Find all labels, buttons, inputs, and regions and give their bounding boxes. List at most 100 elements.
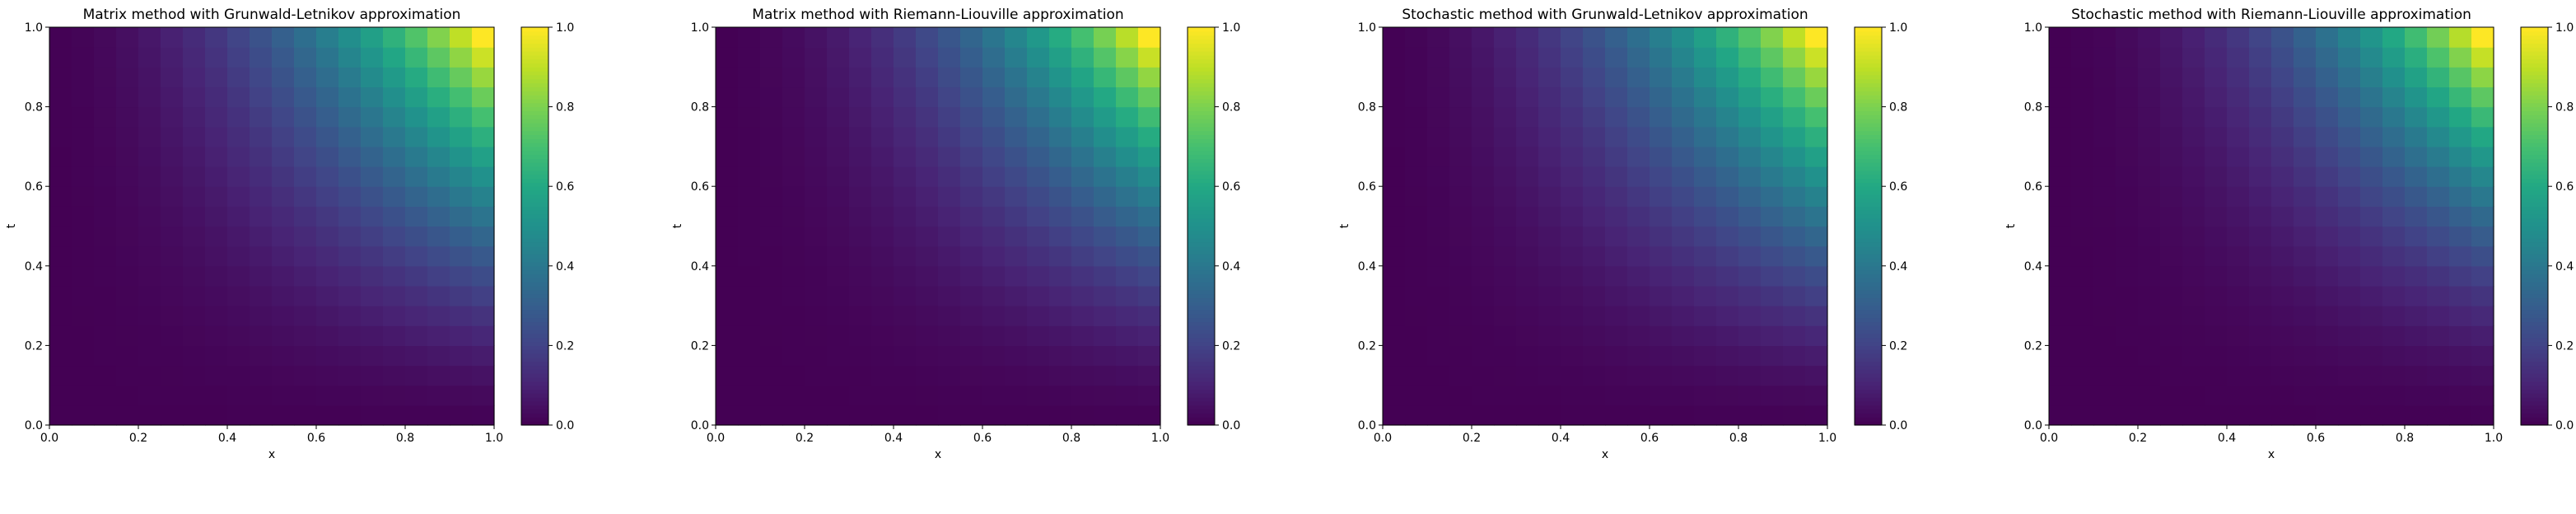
heatmap-cell (827, 106, 850, 128)
heatmap-cell (49, 166, 72, 187)
heatmap-cell (849, 385, 872, 406)
heatmap-cell (250, 404, 273, 426)
heatmap-cell (2138, 306, 2161, 326)
heatmap-cell (205, 325, 228, 346)
heatmap-cell (2249, 325, 2272, 346)
heatmap-cell (1138, 306, 1161, 326)
heatmap-cell (1405, 325, 1428, 346)
colorbar-segment (1188, 226, 1215, 231)
heatmap-cell (894, 166, 917, 187)
heatmap-cell (1005, 325, 1028, 346)
heatmap-cell (138, 206, 161, 227)
heatmap-cell (2116, 245, 2139, 267)
heatmap-cell (1783, 345, 1806, 367)
heatmap-cell (2093, 166, 2116, 187)
heatmap-cell (1494, 166, 1517, 187)
heatmap-cell (2227, 126, 2250, 147)
heatmap-cell (72, 245, 95, 267)
heatmap-cell (1783, 385, 1806, 406)
heatmap-cell (894, 285, 917, 306)
colorbar-segment (1188, 190, 1215, 195)
colorbar-segment (1188, 54, 1215, 60)
heatmap-cell (1605, 404, 1628, 426)
heatmap-cell (2160, 365, 2183, 386)
heatmap-cell (2449, 345, 2472, 367)
colorbar-segment (1855, 210, 1882, 215)
heatmap-cell (1805, 146, 1828, 167)
colorbar-segment (2521, 258, 2548, 263)
heatmap-cell (716, 186, 739, 207)
heatmap-cell (1049, 27, 1072, 48)
heatmap-cell (361, 385, 384, 406)
heatmap-cell (1383, 404, 1406, 426)
heatmap-cell (1383, 47, 1406, 68)
heatmap-cell (1738, 27, 1762, 48)
colorbar-segment (2521, 285, 2548, 291)
heatmap-cell (1583, 385, 1606, 406)
heatmap-cell (2093, 385, 2116, 406)
colorbar-segment (1855, 345, 1882, 350)
y-tick-label: 1.0 (25, 21, 43, 35)
heatmap-cell (760, 306, 783, 326)
colorbar-segment (1188, 317, 1215, 323)
heatmap-cell (2382, 106, 2406, 128)
heatmap-cell (294, 306, 317, 326)
colorbar-segment (521, 154, 548, 159)
colorbar-segment (1855, 373, 1882, 378)
heatmap-cell (1694, 365, 1717, 386)
heatmap-cell (1605, 265, 1628, 287)
heatmap-cell (760, 285, 783, 306)
heatmap-cell (1427, 47, 1450, 68)
heatmap-cell (805, 106, 828, 128)
heatmap-cell (1116, 365, 1139, 386)
heatmap-cell (938, 365, 961, 386)
y-tick-label: 0.0 (2024, 419, 2042, 432)
heatmap-cell (782, 47, 805, 68)
heatmap-cell (2227, 365, 2250, 386)
heatmap-cell (960, 306, 983, 326)
heatmap-cell (960, 385, 983, 406)
heatmap-cell (2294, 86, 2317, 108)
heatmap-cell (2138, 106, 2161, 128)
plot-frame (2048, 26, 2494, 426)
heatmap-cell (1761, 285, 1784, 306)
colorbar-segment (2521, 250, 2548, 255)
heatmap-cell (161, 27, 184, 48)
colorbar-segment (1855, 265, 1882, 271)
heatmap-cell (1738, 345, 1762, 367)
heatmap-cell (1716, 86, 1739, 108)
heatmap-cell (2182, 226, 2205, 247)
heatmap-cell (1472, 385, 1495, 406)
heatmap-cell (1738, 186, 1762, 207)
heatmap-cell (2427, 245, 2450, 267)
heatmap-cell (1738, 206, 1762, 227)
heatmap-cell (183, 245, 206, 267)
heatmap-cell (938, 385, 961, 406)
colorbar-segment (2521, 261, 2548, 267)
heatmap-cell (1049, 365, 1072, 386)
heatmap-cell (227, 325, 250, 346)
colorbar-frame (2520, 26, 2549, 426)
colorbar-segment (1188, 377, 1215, 382)
heatmap-cell (138, 67, 161, 88)
heatmap-cell (1116, 306, 1139, 326)
colorbar-segment (1855, 202, 1882, 207)
heatmap-cell (1538, 166, 1561, 187)
heatmap-cell (2227, 67, 2250, 88)
colorbar-segment (1188, 309, 1215, 315)
heatmap-cell (1738, 166, 1762, 187)
heatmap-cell (49, 325, 72, 346)
heatmap-cell (1738, 67, 1762, 88)
heatmap-cell (1605, 126, 1628, 147)
heatmap-cell (1738, 126, 1762, 147)
heatmap-cell (2405, 285, 2428, 306)
heatmap-cell (1005, 86, 1028, 108)
colorbar-segment (1855, 50, 1882, 56)
heatmap-cell (1405, 186, 1428, 207)
heatmap-cell (2249, 206, 2272, 227)
heatmap-cell (1783, 166, 1806, 187)
heatmap-cell (1583, 67, 1606, 88)
heatmap-cell (894, 365, 917, 386)
colorbar-segment (1188, 186, 1215, 191)
colorbar-segment (2521, 106, 2548, 112)
